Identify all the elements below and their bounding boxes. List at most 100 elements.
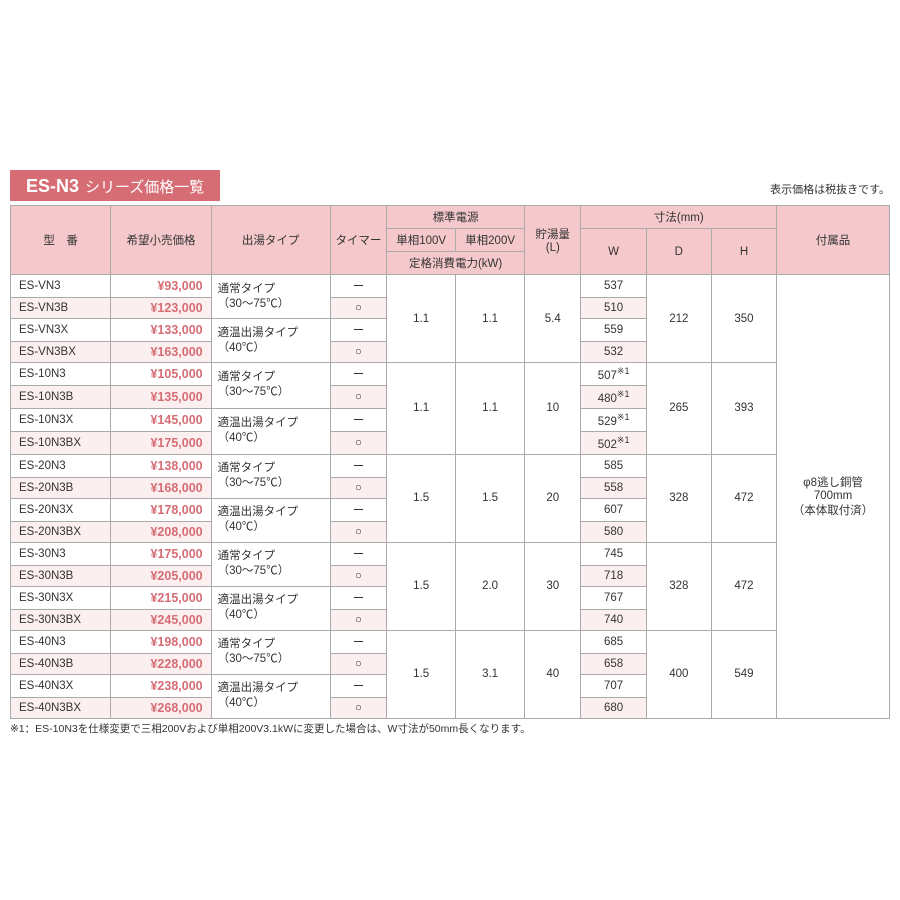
cell-type: 通常タイプ（30～75℃） bbox=[211, 275, 330, 319]
cell-timer: ー bbox=[330, 275, 386, 298]
footnote: ※1：ES-10N3を仕様変更で三相200Vおよび単相200V3.1kWに変更し… bbox=[10, 721, 890, 736]
cell-model: ES-20N3X bbox=[11, 498, 111, 521]
cell-timer: ○ bbox=[330, 298, 386, 319]
th-model: 型 番 bbox=[11, 206, 111, 275]
cell-type: 適温出湯タイプ（40℃） bbox=[211, 586, 330, 630]
cell-w: 480※1 bbox=[581, 386, 646, 409]
cell-p100: 1.5 bbox=[387, 454, 456, 542]
cell-model: ES-20N3B bbox=[11, 477, 111, 498]
cell-price: ¥93,000 bbox=[111, 275, 211, 298]
cell-w: 767 bbox=[581, 586, 646, 609]
th-accessory: 付属品 bbox=[777, 206, 890, 275]
cell-timer: ー bbox=[330, 498, 386, 521]
cell-price: ¥205,000 bbox=[111, 565, 211, 586]
cell-d: 212 bbox=[646, 275, 711, 363]
cell-p200: 1.5 bbox=[456, 454, 525, 542]
cell-w: 718 bbox=[581, 565, 646, 586]
cell-d: 328 bbox=[646, 454, 711, 542]
cell-price: ¥245,000 bbox=[111, 609, 211, 630]
table-row: ES-VN3¥93,000通常タイプ（30～75℃）ー1.11.15.45372… bbox=[11, 275, 890, 298]
cell-model: ES-40N3X bbox=[11, 674, 111, 697]
cell-timer: ー bbox=[330, 586, 386, 609]
cell-timer: ○ bbox=[330, 653, 386, 674]
cell-type: 適温出湯タイプ（40℃） bbox=[211, 498, 330, 542]
th-type: 出湯タイプ bbox=[211, 206, 330, 275]
cell-p200: 2.0 bbox=[456, 542, 525, 630]
cell-timer: ー bbox=[330, 454, 386, 477]
table-row: ES-30N3¥175,000通常タイプ（30～75℃）ー1.52.030745… bbox=[11, 542, 890, 565]
th-power-sub: 定格消費電力(kW) bbox=[387, 252, 525, 275]
cell-cap: 5.4 bbox=[525, 275, 581, 363]
cell-price: ¥163,000 bbox=[111, 342, 211, 363]
cell-p100: 1.1 bbox=[387, 363, 456, 455]
th-power-100: 単相100V bbox=[387, 229, 456, 252]
cell-w: 580 bbox=[581, 521, 646, 542]
cell-type: 適温出湯タイプ（40℃） bbox=[211, 408, 330, 454]
cell-w: 529※1 bbox=[581, 408, 646, 431]
table-row: ES-40N3¥198,000通常タイプ（30～75℃）ー1.53.140685… bbox=[11, 630, 890, 653]
cell-model: ES-30N3B bbox=[11, 565, 111, 586]
th-dim-h: H bbox=[711, 229, 776, 275]
th-power-group: 標準電源 bbox=[387, 206, 525, 229]
cell-timer: ○ bbox=[330, 386, 386, 409]
cell-w: 745 bbox=[581, 542, 646, 565]
cell-model: ES-30N3X bbox=[11, 586, 111, 609]
cell-w: 685 bbox=[581, 630, 646, 653]
cell-model: ES-10N3 bbox=[11, 363, 111, 386]
title-rest: シリーズ価格一覧 bbox=[85, 179, 204, 196]
cell-type: 通常タイプ（30～75℃） bbox=[211, 363, 330, 409]
cell-cap: 40 bbox=[525, 630, 581, 718]
title-series: ES-N3 bbox=[26, 176, 79, 196]
cell-p200: 1.1 bbox=[456, 363, 525, 455]
cell-w: 607 bbox=[581, 498, 646, 521]
cell-model: ES-20N3 bbox=[11, 454, 111, 477]
cell-model: ES-40N3 bbox=[11, 630, 111, 653]
th-price: 希望小売価格 bbox=[111, 206, 211, 275]
cell-w: 658 bbox=[581, 653, 646, 674]
cell-timer: ー bbox=[330, 630, 386, 653]
cell-model: ES-10N3X bbox=[11, 408, 111, 431]
cell-timer: ○ bbox=[330, 521, 386, 542]
title-bar: ES-N3 シリーズ価格一覧 bbox=[10, 170, 220, 201]
cell-w: 707 bbox=[581, 674, 646, 697]
cell-w: 532 bbox=[581, 342, 646, 363]
cell-price: ¥208,000 bbox=[111, 521, 211, 542]
cell-p200: 3.1 bbox=[456, 630, 525, 718]
cell-timer: ー bbox=[330, 363, 386, 386]
cell-w: 507※1 bbox=[581, 363, 646, 386]
cell-timer: ー bbox=[330, 319, 386, 342]
cell-price: ¥133,000 bbox=[111, 319, 211, 342]
th-dim-group: 寸法(mm) bbox=[581, 206, 777, 229]
cell-h: 549 bbox=[711, 630, 776, 718]
cell-d: 265 bbox=[646, 363, 711, 455]
cell-h: 472 bbox=[711, 542, 776, 630]
table-row: ES-10N3¥105,000通常タイプ（30～75℃）ー1.11.110507… bbox=[11, 363, 890, 386]
cell-w: 740 bbox=[581, 609, 646, 630]
cell-model: ES-20N3BX bbox=[11, 521, 111, 542]
cell-price: ¥123,000 bbox=[111, 298, 211, 319]
cell-w: 559 bbox=[581, 319, 646, 342]
cell-accessory: φ8逃し銅管700mm（本体取付済） bbox=[777, 275, 890, 719]
cell-model: ES-VN3 bbox=[11, 275, 111, 298]
cell-timer: ○ bbox=[330, 477, 386, 498]
cell-model: ES-10N3BX bbox=[11, 431, 111, 454]
cell-w: 510 bbox=[581, 298, 646, 319]
cell-price: ¥268,000 bbox=[111, 697, 211, 718]
cell-type: 通常タイプ（30～75℃） bbox=[211, 454, 330, 498]
th-power-200: 単相200V bbox=[456, 229, 525, 252]
cell-w: 585 bbox=[581, 454, 646, 477]
cell-w: 502※1 bbox=[581, 431, 646, 454]
cell-price: ¥135,000 bbox=[111, 386, 211, 409]
cell-cap: 10 bbox=[525, 363, 581, 455]
cell-type: 通常タイプ（30～75℃） bbox=[211, 630, 330, 674]
cell-h: 393 bbox=[711, 363, 776, 455]
cell-model: ES-VN3BX bbox=[11, 342, 111, 363]
cell-timer: ○ bbox=[330, 342, 386, 363]
cell-price: ¥105,000 bbox=[111, 363, 211, 386]
cell-price: ¥198,000 bbox=[111, 630, 211, 653]
cell-timer: ○ bbox=[330, 609, 386, 630]
cell-w: 680 bbox=[581, 697, 646, 718]
price-table: 型 番 希望小売価格 出湯タイプ タイマー 標準電源 貯湯量(L) 寸法(mm)… bbox=[10, 205, 890, 719]
cell-timer: ー bbox=[330, 542, 386, 565]
th-dim-w: W bbox=[581, 229, 646, 275]
